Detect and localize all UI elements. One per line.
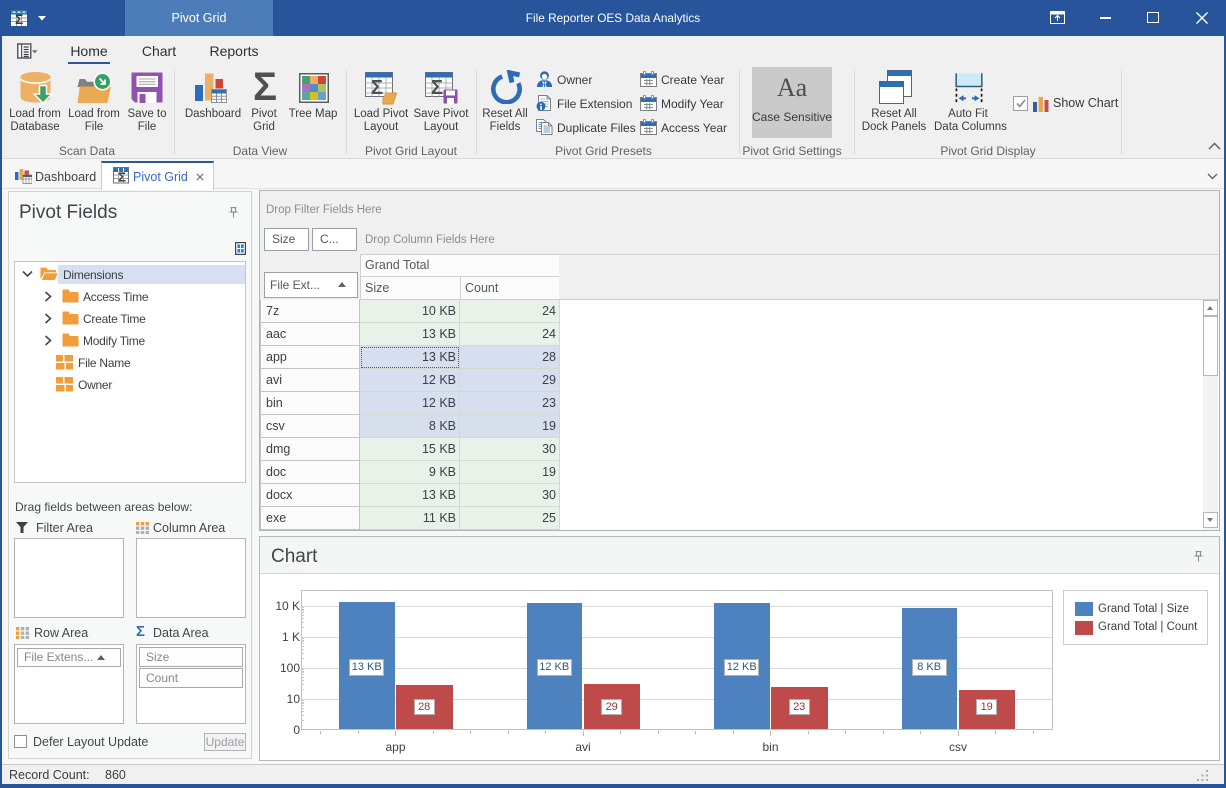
svg-text:Σ: Σ xyxy=(371,77,383,99)
svg-text:Σ: Σ xyxy=(118,170,126,185)
svg-text:Σ: Σ xyxy=(431,77,443,99)
svg-text:Σ: Σ xyxy=(15,12,23,26)
